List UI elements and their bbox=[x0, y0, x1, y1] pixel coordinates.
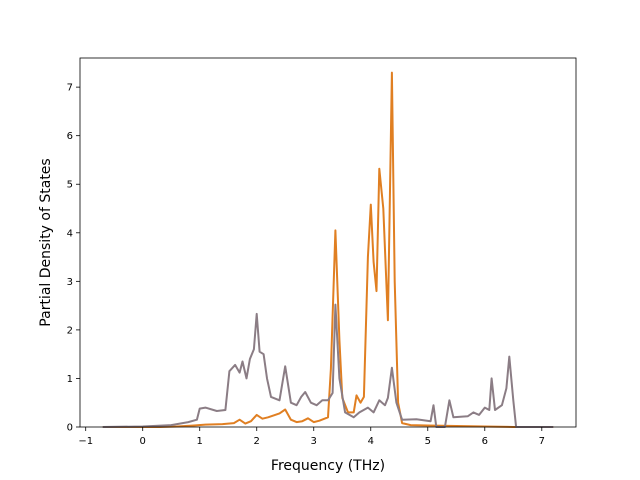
x-tick-label: 5 bbox=[425, 436, 431, 447]
x-tick-label: 3 bbox=[311, 436, 317, 447]
y-tick-label: 0 bbox=[67, 423, 73, 434]
y-tick-label: 3 bbox=[67, 277, 73, 288]
plot-frame bbox=[79, 57, 577, 428]
x-tick-label: 7 bbox=[539, 436, 545, 447]
y-tick-label: 7 bbox=[67, 83, 73, 94]
y-tick-label: 4 bbox=[67, 228, 73, 239]
y-tick-label: 6 bbox=[67, 131, 73, 142]
y-tick-label: 2 bbox=[67, 325, 73, 336]
x-tick-label: 0 bbox=[140, 436, 146, 447]
y-axis-title: Partial Density of States bbox=[38, 158, 54, 326]
series-layer bbox=[102, 71, 554, 428]
series-line-2 bbox=[102, 303, 554, 428]
x-tick-label: 4 bbox=[368, 436, 374, 447]
x-tick-label: 6 bbox=[482, 436, 488, 447]
y-tick-label: 1 bbox=[67, 374, 73, 385]
series-line-1 bbox=[102, 71, 554, 428]
x-tick-label: 1 bbox=[197, 436, 203, 447]
x-tick-label: −1 bbox=[78, 436, 93, 447]
x-axis-title: Frequency (THz) bbox=[271, 458, 385, 474]
x-tick-label: 2 bbox=[254, 436, 260, 447]
y-axis-ticks: 0 1 2 3 4 5 6 7 bbox=[67, 83, 80, 434]
x-axis-ticks: −1 0 1 2 3 4 5 6 7 bbox=[78, 427, 545, 447]
y-tick-label: 5 bbox=[67, 180, 73, 191]
